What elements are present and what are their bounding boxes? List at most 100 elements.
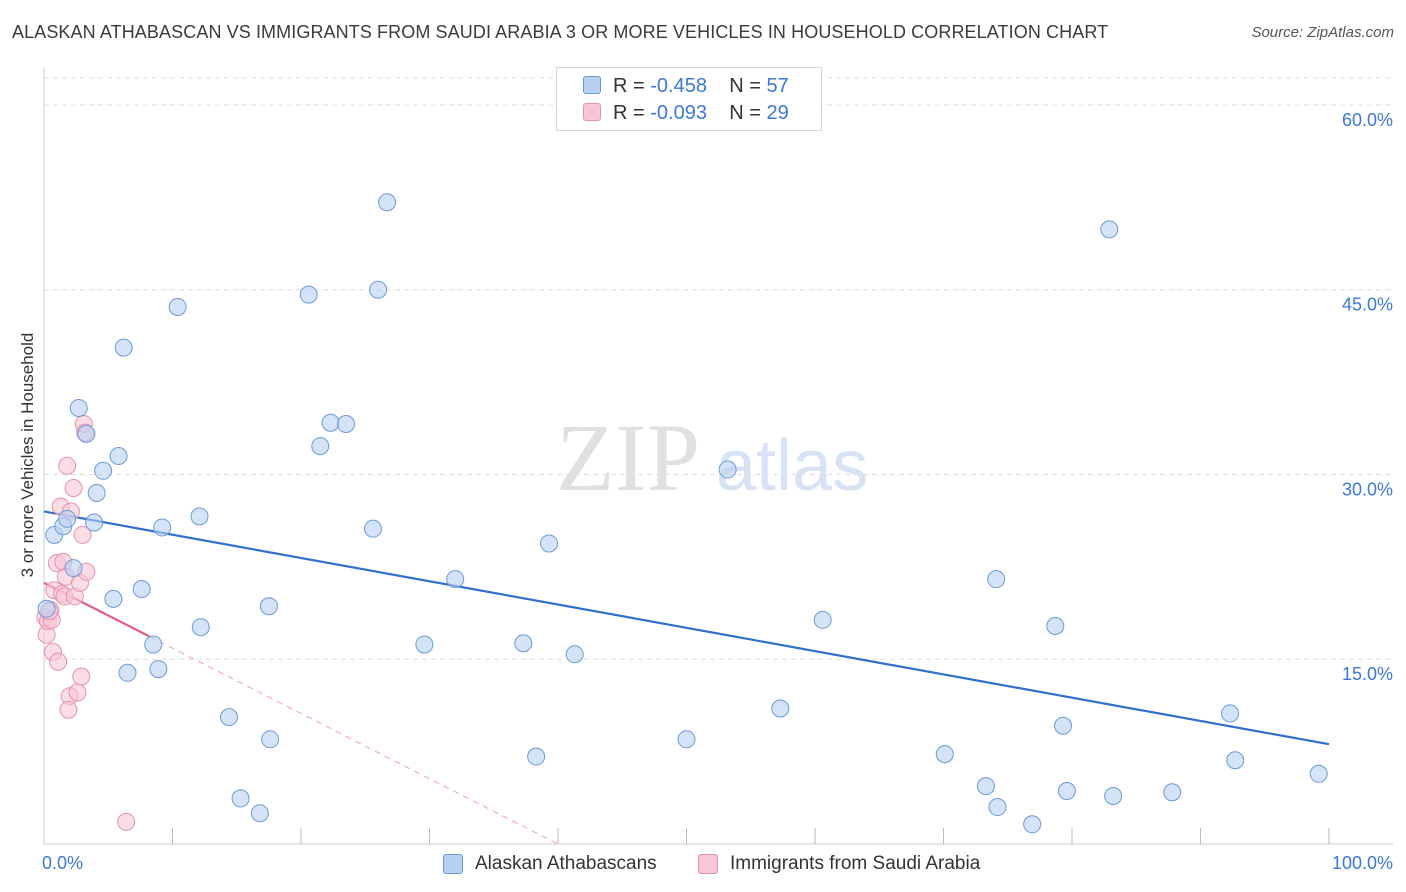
n-label: N =	[729, 75, 767, 97]
point-athabascan	[191, 618, 210, 637]
legend-swatch-blue	[583, 76, 601, 94]
point-athabascan	[87, 483, 106, 502]
point-athabascan	[64, 559, 83, 578]
y-axis-label: 3 or more Vehicles in Household	[18, 332, 37, 578]
chart-title: ALASKAN ATHABASCAN VS IMMIGRANTS FROM SA…	[12, 22, 1109, 42]
n-label: N =	[729, 102, 767, 124]
point-athabascan	[114, 338, 133, 357]
point-athabascan	[446, 570, 465, 589]
point-athabascan	[231, 789, 250, 808]
point-athabascan	[1309, 764, 1328, 783]
point-athabascan	[976, 777, 995, 796]
x-ticks	[172, 828, 1330, 844]
point-athabascan	[813, 610, 832, 629]
point-athabascan	[220, 708, 239, 727]
legend-label-saudi: Immigrants from Saudi Arabia	[730, 853, 981, 874]
point-athabascan	[77, 424, 96, 443]
point-athabascan	[363, 519, 382, 538]
data-points	[36, 193, 1328, 834]
point-athabascan	[85, 513, 104, 532]
point-athabascan	[565, 645, 584, 664]
point-athabascan	[153, 518, 172, 537]
point-athabascan	[718, 460, 737, 479]
legend-text-saudi: R = -0.093 N = 29	[613, 100, 789, 126]
point-athabascan	[1057, 782, 1076, 801]
n-value: 29	[766, 102, 789, 124]
point-athabascan	[369, 280, 388, 299]
correlation-legend: R = -0.458 N = 57 R = -0.093 N = 29	[556, 67, 822, 131]
point-athabascan	[37, 599, 56, 618]
watermark-zip: ZIP	[556, 404, 700, 511]
point-athabascan	[378, 193, 397, 212]
n-value: 57	[766, 75, 789, 97]
point-athabascan	[935, 745, 954, 764]
point-saudi	[64, 479, 83, 498]
legend-text-athabascans: R = -0.458 N = 57	[613, 73, 789, 99]
point-athabascan	[514, 634, 533, 653]
point-athabascan	[109, 447, 128, 465]
watermark-atlas: atlas	[716, 426, 868, 506]
point-athabascan	[104, 589, 123, 608]
point-athabascan	[1054, 716, 1073, 735]
point-athabascan	[415, 635, 434, 654]
legend-swatch-blue	[443, 854, 463, 874]
point-athabascan	[132, 580, 151, 599]
y-tick-label: 60.0%	[1342, 110, 1393, 130]
point-athabascan	[250, 804, 269, 823]
point-saudi	[72, 667, 91, 686]
legend-swatch-pink	[698, 854, 718, 874]
point-athabascan	[1221, 704, 1240, 723]
point-athabascan	[321, 413, 340, 432]
point-athabascan	[1100, 220, 1119, 239]
source-label: Source: ZipAtlas.com	[1251, 24, 1394, 41]
point-athabascan	[1226, 751, 1245, 770]
point-athabascan	[771, 699, 790, 718]
point-athabascan	[1104, 786, 1123, 805]
point-athabascan	[118, 663, 137, 682]
watermark: ZIP atlas	[556, 404, 868, 511]
point-athabascan	[1163, 783, 1182, 802]
y-tick-label: 45.0%	[1342, 295, 1393, 315]
point-athabascan	[1046, 616, 1065, 635]
r-value: -0.458	[650, 75, 707, 97]
point-athabascan	[987, 570, 1006, 589]
point-athabascan	[988, 798, 1007, 817]
point-saudi	[73, 525, 92, 544]
point-saudi	[117, 812, 136, 831]
x-tick-labels: 0.0% 100.0%	[42, 853, 1393, 873]
y-tick-label: 30.0%	[1342, 479, 1393, 499]
point-saudi	[59, 700, 78, 719]
point-athabascan	[261, 730, 280, 749]
point-athabascan	[94, 461, 113, 480]
point-athabascan	[540, 534, 559, 553]
r-label: R =	[613, 102, 651, 124]
point-saudi	[49, 652, 68, 671]
point-athabascan	[677, 730, 696, 749]
x-tick-label: 100.0%	[1332, 853, 1393, 873]
x-tick-label: 0.0%	[42, 853, 83, 873]
point-athabascan	[149, 660, 168, 679]
trend-line-saudi-extension	[149, 635, 559, 845]
point-athabascan	[299, 285, 318, 304]
point-athabascan	[1023, 815, 1042, 834]
point-athabascan	[527, 747, 546, 766]
legend-label-athabascans: Alaskan Athabascans	[475, 853, 657, 874]
series-legend: Alaskan Athabascans Immigrants from Saud…	[0, 850, 1406, 878]
grid-lines	[44, 77, 1393, 660]
point-athabascan	[259, 597, 278, 616]
point-athabascan	[311, 437, 330, 456]
r-value: -0.093	[650, 102, 707, 124]
point-athabascan	[144, 635, 163, 654]
point-athabascan	[69, 398, 88, 417]
r-label: R =	[613, 75, 651, 97]
point-athabascan	[190, 507, 209, 526]
point-saudi	[68, 683, 87, 702]
y-tick-label: 15.0%	[1342, 664, 1393, 684]
trend-line-athabascans	[43, 510, 1330, 746]
legend-swatch-pink	[583, 103, 601, 121]
point-athabascan	[168, 297, 187, 316]
point-athabascan	[336, 414, 355, 433]
axes	[43, 68, 1393, 845]
point-athabascan	[58, 509, 77, 528]
